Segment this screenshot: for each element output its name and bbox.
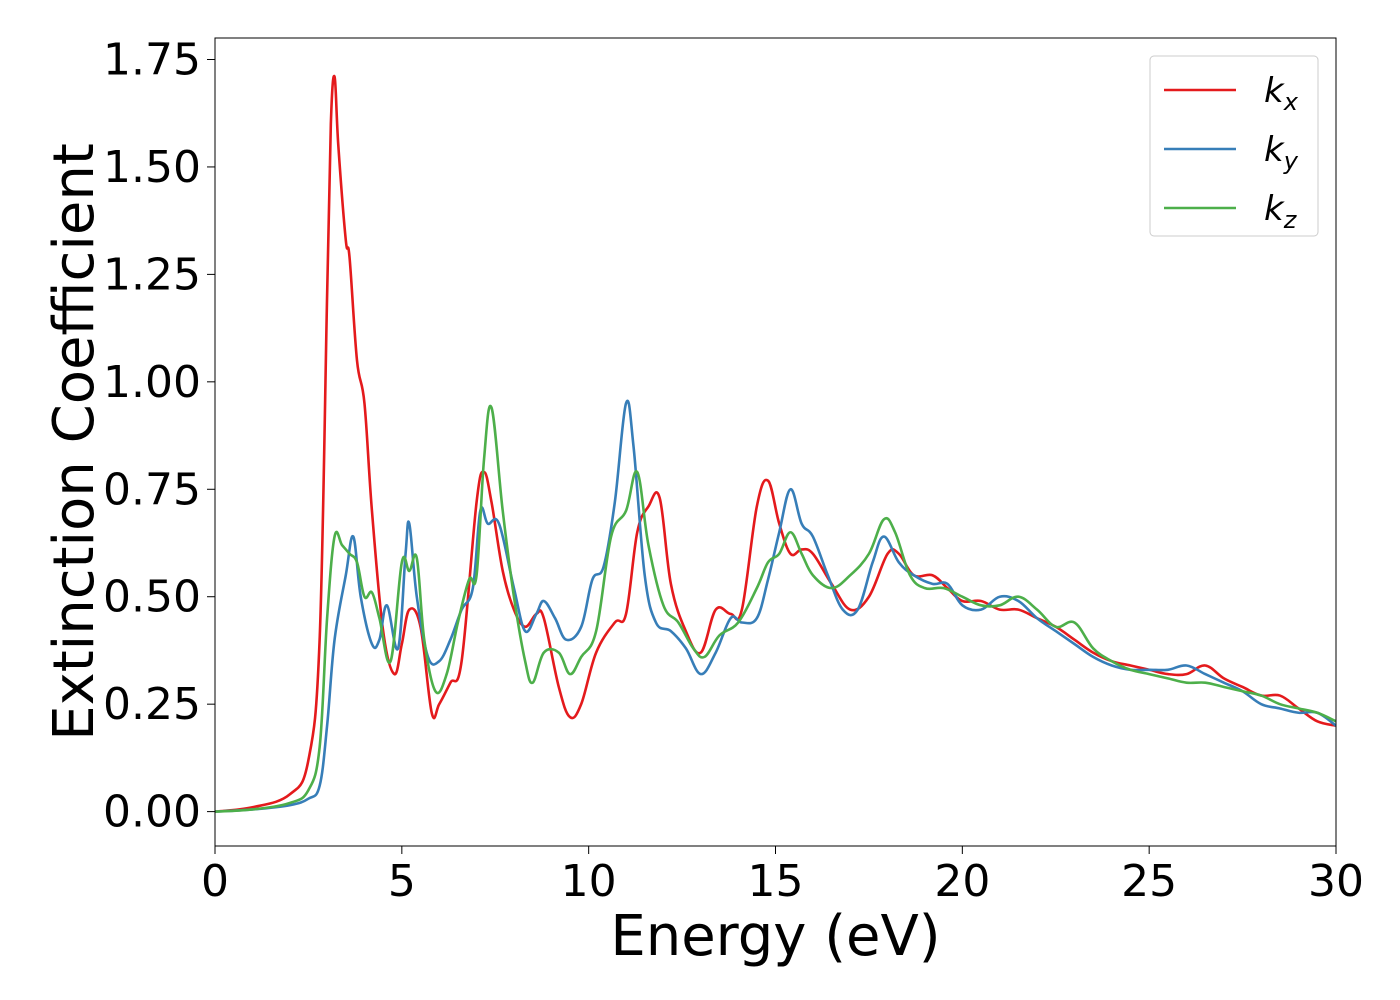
- y-tick-label: 1.50: [103, 142, 201, 193]
- y-tick-label: 0.25: [103, 679, 201, 730]
- x-tick-label: 15: [748, 856, 804, 907]
- legend-item-z: kz: [1164, 189, 1298, 234]
- x-tick-label: 5: [388, 856, 416, 907]
- legend-label: ky: [1264, 130, 1299, 175]
- y-axis-ticks: 0.00 0.25 0.50 0.75 1.00 1.25 1.50 1.75: [103, 34, 215, 838]
- legend-label: kz: [1264, 189, 1298, 234]
- legend-label-main: k: [1264, 71, 1285, 111]
- x-axis-ticks: 0 5 10 15 20 25 30: [201, 846, 1364, 907]
- y-tick-label: 1.00: [103, 357, 201, 408]
- x-tick-label: 25: [1121, 856, 1177, 907]
- y-tick-label: 0.75: [103, 464, 201, 515]
- legend-label: kx: [1264, 71, 1299, 116]
- y-tick-label: 0.50: [103, 572, 201, 623]
- x-tick-label: 10: [561, 856, 617, 907]
- legend-box: [1149, 55, 1319, 237]
- x-tick-label: 0: [201, 856, 229, 907]
- x-tick-label: 30: [1308, 856, 1364, 907]
- series-line-y: [215, 399, 1336, 813]
- legend-label-main: k: [1264, 130, 1285, 170]
- legend-label-sub: z: [1283, 206, 1298, 234]
- x-axis-label: Energy (eV): [610, 904, 940, 969]
- legend-item-x: kx: [1164, 71, 1299, 116]
- series-line-z: [215, 404, 1336, 813]
- series-lines: [215, 74, 1336, 813]
- y-tick-label: 0.00: [103, 787, 201, 838]
- legend-item-y: ky: [1164, 130, 1299, 175]
- legend-label-sub: x: [1283, 88, 1299, 116]
- legend-label-sub: y: [1283, 147, 1299, 175]
- y-tick-label: 1.75: [103, 34, 201, 85]
- series-line-x: [215, 74, 1336, 813]
- x-tick-label: 20: [934, 856, 990, 907]
- y-tick-label: 1.25: [103, 249, 201, 300]
- y-axis-label: Extinction Coefficient: [42, 143, 107, 741]
- legend-label-main: k: [1264, 189, 1285, 229]
